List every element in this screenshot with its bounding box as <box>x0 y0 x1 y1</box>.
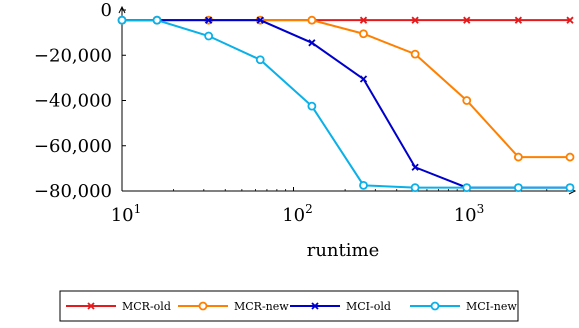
x-tick-exponent: 3 <box>477 202 485 216</box>
legend-label: MCR-old <box>122 300 171 313</box>
data-point-marker <box>152 15 162 25</box>
data-point-marker <box>462 183 472 193</box>
data-point-marker <box>87 302 95 310</box>
data-point-marker <box>410 183 420 193</box>
data-point-marker <box>411 16 419 24</box>
data-point-marker <box>565 183 575 193</box>
data-point-marker <box>513 152 523 162</box>
data-point-marker <box>463 16 471 24</box>
data-point-marker <box>430 301 440 311</box>
data-point-marker <box>566 16 574 24</box>
y-tick-label: −20,000 <box>34 45 112 66</box>
data-point-marker <box>514 16 523 24</box>
legend-label: MCR-new <box>234 300 289 313</box>
y-axis-arrow <box>118 5 126 14</box>
legend-label: MCI-old <box>346 300 391 313</box>
y-tick-label: −40,000 <box>34 91 112 112</box>
data-point-marker <box>513 183 523 193</box>
x-tick-label: 103 <box>454 202 485 226</box>
legend-entry: MCI-old <box>290 300 391 313</box>
series-layer <box>117 15 575 193</box>
legend-entry: MCR-old <box>66 300 171 313</box>
data-point-marker <box>307 15 317 25</box>
data-point-marker <box>204 16 213 24</box>
series-line <box>122 19 570 159</box>
legend-entry: MCI-new <box>410 300 517 313</box>
x-tick-exponent: 1 <box>134 202 142 216</box>
y-tick-label: 0 <box>101 0 112 21</box>
data-point-marker <box>255 55 265 65</box>
data-point-marker <box>198 301 208 311</box>
data-point-marker <box>359 29 368 39</box>
data-point-marker <box>117 15 127 25</box>
series-mci-old <box>118 16 574 192</box>
data-point-marker <box>307 101 317 111</box>
data-point-marker <box>411 163 419 171</box>
data-point-marker <box>410 49 420 59</box>
x-tick-exponent: 2 <box>305 202 313 216</box>
series-mci-new <box>117 15 575 193</box>
data-point-marker <box>308 39 316 47</box>
x-tick-label: 102 <box>282 202 313 226</box>
y-tick-label: −80,000 <box>34 181 112 202</box>
data-point-marker <box>256 16 264 24</box>
legend-entry: MCR-new <box>178 300 289 313</box>
y-tick-label: −60,000 <box>34 136 112 157</box>
axes <box>118 5 577 195</box>
data-point-marker <box>359 180 368 190</box>
data-point-marker <box>359 16 368 24</box>
data-point-marker <box>311 302 319 310</box>
data-point-marker <box>462 96 472 105</box>
x-axis-label: runtime <box>307 240 380 261</box>
legend-label: MCI-new <box>466 300 517 313</box>
series-line <box>122 19 570 189</box>
x-tick-label: 101 <box>111 202 142 226</box>
legend: MCR-old MCR-new MCI-old MCI-new <box>59 290 519 322</box>
data-point-marker <box>204 31 214 41</box>
series-mcr-new <box>117 15 575 162</box>
data-point-marker <box>565 152 575 162</box>
series-line <box>122 19 570 189</box>
data-point-marker <box>359 75 368 83</box>
